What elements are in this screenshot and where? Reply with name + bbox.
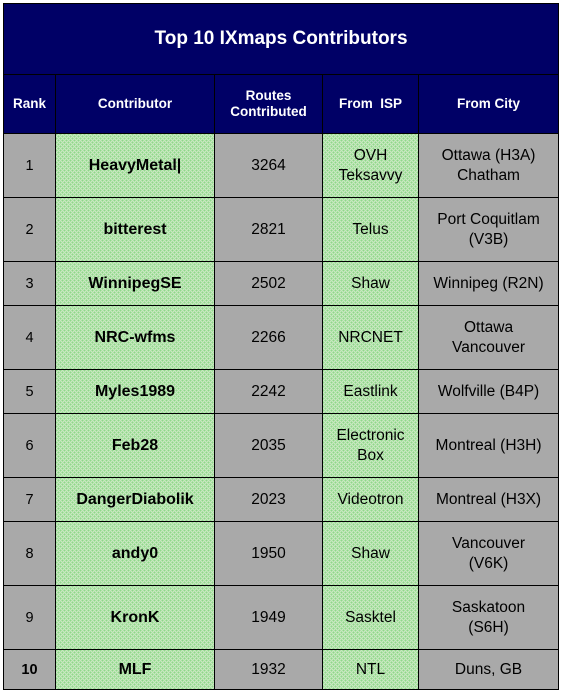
city-cell: Port Coquitlam (V3B): [417, 197, 560, 262]
city-cell: Ottawa Vancouver: [417, 305, 560, 370]
contributor-cell: Myles1989: [55, 369, 215, 414]
city-line: Ottawa (H3A): [441, 146, 536, 164]
isp-line: NRCNET: [338, 328, 403, 346]
routes-cell: 1950: [214, 521, 323, 586]
city-line: Montreal (H3X): [435, 490, 542, 508]
routes-cell: 3264: [214, 133, 323, 198]
isp-cell: OVH Teksavvy: [322, 133, 419, 198]
contributor-cell: DangerDiabolik: [55, 477, 215, 522]
isp-line: Teksavvy: [338, 166, 403, 184]
table-row: 9 KronK 1949 Sasktel Saskatoon (S6H): [3, 585, 560, 650]
city-line: Duns, GB: [454, 660, 523, 678]
isp-line: Shaw: [351, 544, 390, 562]
isp-cell: Videotron: [322, 477, 419, 522]
isp-line: Box: [357, 446, 384, 464]
rank-cell: 9: [3, 585, 56, 650]
header-rank: Rank: [3, 74, 56, 134]
city-line: Saskatoon: [451, 598, 526, 616]
table-title: Top 10 IXmaps Contributors: [2, 3, 560, 75]
routes-cell: 2035: [214, 413, 323, 478]
isp-cell: Sasktel: [322, 585, 419, 650]
rank-cell: 8: [3, 521, 56, 586]
isp-cell: Shaw: [322, 521, 419, 586]
contributors-table-wrapper: Top 10 IXmaps Contributors Rank Contribu…: [2, 3, 560, 690]
isp-cell: NTL: [322, 649, 419, 690]
city-line: Vancouver: [452, 338, 525, 356]
table-row: 5 Myles1989 2242 Eastlink Wolfville (B4P): [3, 369, 560, 414]
header-routes-line2: Contributed: [230, 104, 307, 119]
isp-line: Eastlink: [343, 382, 398, 400]
city-cell: Montreal (H3H): [417, 413, 560, 478]
city-cell: Saskatoon (S6H): [417, 585, 560, 650]
city-line: Chatham: [457, 166, 520, 184]
header-isp: From ISP: [322, 74, 419, 134]
isp-cell: Shaw: [322, 261, 419, 306]
city-line: Montreal (H3H): [435, 436, 542, 454]
rank-cell: 2: [3, 197, 56, 262]
isp-cell: NRCNET: [322, 305, 419, 370]
table-row: 1 HeavyMetal| 3264 OVH Teksavvy Ottawa (H3A) C…: [3, 133, 560, 198]
city-line: Port Coquitlam: [437, 210, 540, 228]
header-city: From City: [417, 74, 560, 134]
table-row: 7 DangerDiabolik 2023 Videotron Montreal (H3…: [3, 477, 560, 522]
rank-cell: 7: [3, 477, 56, 522]
contributor-cell: MLF: [55, 649, 215, 690]
isp-cell: Electronic Box: [322, 413, 419, 478]
isp-line: NTL: [355, 660, 386, 678]
city-cell: Montreal (H3X): [417, 477, 560, 522]
isp-line: OVH: [353, 146, 388, 164]
isp-line: Telus: [352, 220, 389, 238]
isp-line: Electronic: [336, 426, 405, 444]
routes-cell: 2023: [214, 477, 323, 522]
table-row: 6 Feb28 2035 Electronic Box Montreal (H3H): [3, 413, 560, 478]
rank-cell: 5: [3, 369, 56, 414]
table-row: 10 MLF 1932 NTL Duns, GB: [3, 649, 560, 690]
routes-cell: 2242: [214, 369, 323, 414]
routes-cell: 1932: [214, 649, 323, 690]
city-line: Wolfville (B4P): [437, 382, 540, 400]
header-routes-line1: Routes: [245, 88, 292, 103]
contributor-cell: andy0: [55, 521, 215, 586]
contributor-cell: KronK: [55, 585, 215, 650]
routes-cell: 1949: [214, 585, 323, 650]
city-line: Vancouver: [452, 534, 525, 552]
rank-cell: 10: [3, 649, 56, 690]
contributor-cell: bitterest: [55, 197, 215, 262]
isp-cell: Eastlink: [322, 369, 419, 414]
contributor-cell: NRC-wfms: [55, 305, 215, 370]
city-cell: Wolfville (B4P): [417, 369, 560, 414]
table-row: 2 bitterest 2821 Telus Port Coquitlam (V3B): [3, 197, 560, 262]
table-row: 8 andy0 1950 Shaw Vancouver (V6K): [3, 521, 560, 586]
table-body: 1 HeavyMetal| 3264 OVH Teksavvy Ottawa (H3A) C…: [3, 133, 560, 690]
city-cell: Duns, GB: [417, 649, 560, 690]
city-line: (S6H): [468, 618, 509, 636]
contributors-table: Top 10 IXmaps Contributors Rank Contribu…: [2, 3, 560, 690]
city-line: (V3B): [468, 230, 509, 248]
rank-cell: 6: [3, 413, 56, 478]
city-line: Winnipeg (R2N): [433, 274, 544, 292]
routes-cell: 2266: [214, 305, 323, 370]
table-row: 4 NRC-wfms 2266 NRCNET Ottawa Vancouver: [3, 305, 560, 370]
city-line: Ottawa: [463, 318, 514, 336]
contributor-cell: HeavyMetal|: [55, 133, 215, 198]
table-row: 3 WinnipegSE 2502 Shaw Winnipeg (R2N): [3, 261, 560, 306]
rank-cell: 4: [3, 305, 56, 370]
contributor-cell: Feb28: [55, 413, 215, 478]
isp-line: Shaw: [351, 274, 390, 292]
isp-line: Videotron: [337, 490, 404, 508]
header-contributor: Contributor: [55, 74, 215, 134]
city-cell: Vancouver (V6K): [417, 521, 560, 586]
routes-cell: 2502: [214, 261, 323, 306]
routes-cell: 2821: [214, 197, 323, 262]
header-routes: Routes Contributed: [214, 74, 323, 134]
header-row: Rank Contributor Routes Contributed From…: [3, 74, 560, 134]
city-cell: Winnipeg (R2N): [417, 261, 560, 306]
contributor-cell: WinnipegSE: [55, 261, 215, 306]
isp-line: Sasktel: [345, 608, 396, 626]
city-line: (V6K): [468, 554, 509, 572]
rank-cell: 1: [3, 133, 56, 198]
city-cell: Ottawa (H3A) Chatham: [417, 133, 560, 198]
isp-cell: Telus: [322, 197, 419, 262]
rank-cell: 3: [3, 261, 56, 306]
